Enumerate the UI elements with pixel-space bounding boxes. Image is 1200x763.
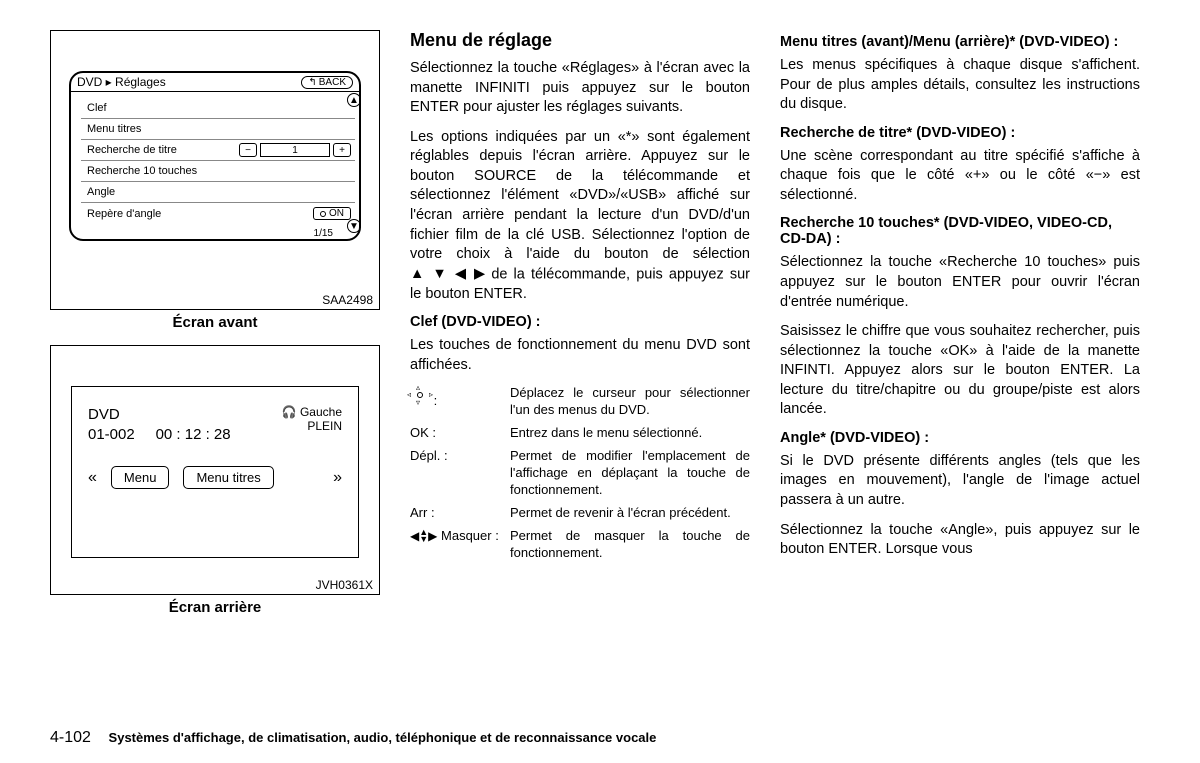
scroll-arrows: ▲ ▼ <box>347 93 361 233</box>
def-label: Masquer : <box>441 528 499 543</box>
right-column: Menu titres (avant)/Menu (arrière)* (DVD… <box>780 30 1140 630</box>
source-label: DVD <box>88 405 231 425</box>
breadcrumb: DVD ▸ Réglages <box>77 75 166 89</box>
track-time: 01-002 00 : 12 : 28 <box>88 425 231 445</box>
screen-frame: DVD ▸ Réglages ↰ BACK Clef Menu titres R… <box>69 71 361 241</box>
paragraph: Les menus spécifiques à chaque disque s'… <box>780 56 1140 115</box>
rear-caption: Écran arrière <box>50 599 380 616</box>
stepper-value: 1 <box>260 143 330 157</box>
left-column: DVD ▸ Réglages ↰ BACK Clef Menu titres R… <box>50 30 380 630</box>
def-key: ◀▲▼▶ Masquer : <box>410 528 510 562</box>
menu-button[interactable]: Menu <box>111 466 170 489</box>
toggle-dot-icon <box>320 211 326 217</box>
sub-heading: Recherche 10 touches* (DVD-VIDEO, VIDEO-… <box>780 215 1140 247</box>
paragraph: Les options indiquées par un «*» sont ég… <box>410 128 750 305</box>
settings-row-menu-titres[interactable]: Menu titres <box>81 119 355 140</box>
paragraph: Sélectionnez la touche «Angle», puis app… <box>780 521 1140 560</box>
front-screen-figure: DVD ▸ Réglages ↰ BACK Clef Menu titres R… <box>50 30 380 310</box>
rear-screen-figure: DVD 01-002 00 : 12 : 28 🎧 Gauche PLEIN <box>50 345 380 595</box>
sub-heading: Clef (DVD-VIDEO) : <box>410 314 750 330</box>
rear-info: DVD 01-002 00 : 12 : 28 <box>88 405 231 444</box>
settings-row-recherche-titre[interactable]: Recherche de titre − 1 + <box>81 140 355 161</box>
paragraph: Sélectionnez la touche «Réglages» à l'éc… <box>410 59 750 118</box>
rear-inner: DVD 01-002 00 : 12 : 28 🎧 Gauche PLEIN <box>71 386 359 558</box>
figure-code: JVH0361X <box>316 578 373 592</box>
stepper-control: − 1 + <box>239 143 351 157</box>
on-toggle[interactable]: ON <box>313 207 351 220</box>
settings-row-angle[interactable]: Angle <box>81 182 355 203</box>
def-key: ▵▿◃▹ : <box>410 385 510 419</box>
page-footer: 4-102 Systèmes d'affichage, de climatisa… <box>50 729 656 747</box>
rear-audio: 🎧 Gauche PLEIN <box>282 405 342 433</box>
skip-back-icon[interactable]: « <box>88 469 97 487</box>
settings-list: Clef Menu titres Recherche de titre − 1 … <box>71 92 359 226</box>
def-row: Arr : Permet de revenir à l'écran précéd… <box>410 505 750 522</box>
section-title: Menu de réglage <box>410 30 750 51</box>
stepper-minus[interactable]: − <box>239 143 257 157</box>
def-val: Permet de masquer la touche de fonctionn… <box>510 528 750 562</box>
on-label: ON <box>329 208 344 219</box>
direction-arrows-icon: ▲ ▼ ◀ ▶ <box>410 265 485 285</box>
row-label: Angle <box>87 186 115 198</box>
headphone-icon: 🎧 <box>282 405 297 419</box>
settings-row-recherche-10[interactable]: Recherche 10 touches <box>81 161 355 182</box>
settings-row-repere[interactable]: Repère d'angle ON <box>81 203 355 224</box>
scroll-up-icon[interactable]: ▲ <box>347 93 361 107</box>
row-label: Recherche de titre <box>87 144 177 156</box>
def-val: Permet de modifier l'emplacement de l'af… <box>510 448 750 499</box>
screen-header: DVD ▸ Réglages ↰ BACK <box>71 73 359 92</box>
paragraph: Saisissez le chiffre que vous souhaitez … <box>780 322 1140 420</box>
page-content: DVD ▸ Réglages ↰ BACK Clef Menu titres R… <box>50 30 1160 630</box>
settings-row-clef[interactable]: Clef <box>81 98 355 119</box>
def-val: Déplacez le curseur pour sélectionner l'… <box>510 385 750 419</box>
def-row: ▵▿◃▹ : Déplacez le curseur pour sélectio… <box>410 385 750 419</box>
back-button[interactable]: ↰ BACK <box>301 76 353 89</box>
def-key: OK : <box>410 425 510 442</box>
page-number: 4-102 <box>50 729 91 746</box>
dpad-icon: ▵▿◃▹ <box>410 385 430 405</box>
sub-heading: Recherche de titre* (DVD-VIDEO) : <box>780 125 1140 141</box>
row-label: Repère d'angle <box>87 208 161 220</box>
hide-arrows-icon: ◀▲▼▶ <box>410 529 437 543</box>
audio-side: Gauche <box>300 405 342 419</box>
time-display: 00 : 12 : 28 <box>156 426 231 443</box>
paragraph: Si le DVD présente différents angles (te… <box>780 452 1140 511</box>
def-row: OK : Entrez dans le menu sélectionné. <box>410 425 750 442</box>
def-key: Arr : <box>410 505 510 522</box>
rear-top: DVD 01-002 00 : 12 : 28 🎧 Gauche PLEIN <box>88 405 342 444</box>
rear-buttons: « Menu Menu titres » <box>88 466 342 489</box>
footer-text: Systèmes d'affichage, de climatisation, … <box>109 730 657 745</box>
def-key: Dépl. : <box>410 448 510 499</box>
paragraph: Une scène correspondant au titre spécifi… <box>780 147 1140 206</box>
back-arrow-icon: ↰ <box>308 77 316 88</box>
row-label: Clef <box>87 102 107 114</box>
figure-code: SAA2498 <box>322 293 373 307</box>
sub-heading: Menu titres (avant)/Menu (arrière)* (DVD… <box>780 34 1140 50</box>
paragraph-part: Les options indiquées par un «*» sont ég… <box>410 129 750 262</box>
audio-mode: PLEIN <box>307 419 342 433</box>
skip-forward-icon[interactable]: » <box>333 469 342 487</box>
paragraph: Sélectionnez la touche «Recherche 10 tou… <box>780 253 1140 312</box>
scroll-down-icon[interactable]: ▼ <box>347 219 361 233</box>
back-label: BACK <box>319 77 346 88</box>
def-val: Entrez dans le menu sélectionné. <box>510 425 750 442</box>
def-row: Dépl. : Permet de modifier l'emplacement… <box>410 448 750 499</box>
def-colon: : <box>434 393 438 408</box>
menu-titres-button[interactable]: Menu titres <box>183 466 273 489</box>
definition-table: ▵▿◃▹ : Déplacez le curseur pour sélectio… <box>410 385 750 561</box>
row-label: Menu titres <box>87 123 141 135</box>
middle-column: Menu de réglage Sélectionnez la touche «… <box>410 30 750 630</box>
def-val: Permet de revenir à l'écran précédent. <box>510 505 750 522</box>
row-label: Recherche 10 touches <box>87 165 197 177</box>
track-number: 01-002 <box>88 426 135 443</box>
sub-heading: Angle* (DVD-VIDEO) : <box>780 430 1140 446</box>
def-row: ◀▲▼▶ Masquer : Permet de masquer la touc… <box>410 528 750 562</box>
front-caption: Écran avant <box>50 314 380 331</box>
paragraph: Les touches de fonctionnement du menu DV… <box>410 336 750 375</box>
page-indicator: 1/15 <box>71 228 359 239</box>
